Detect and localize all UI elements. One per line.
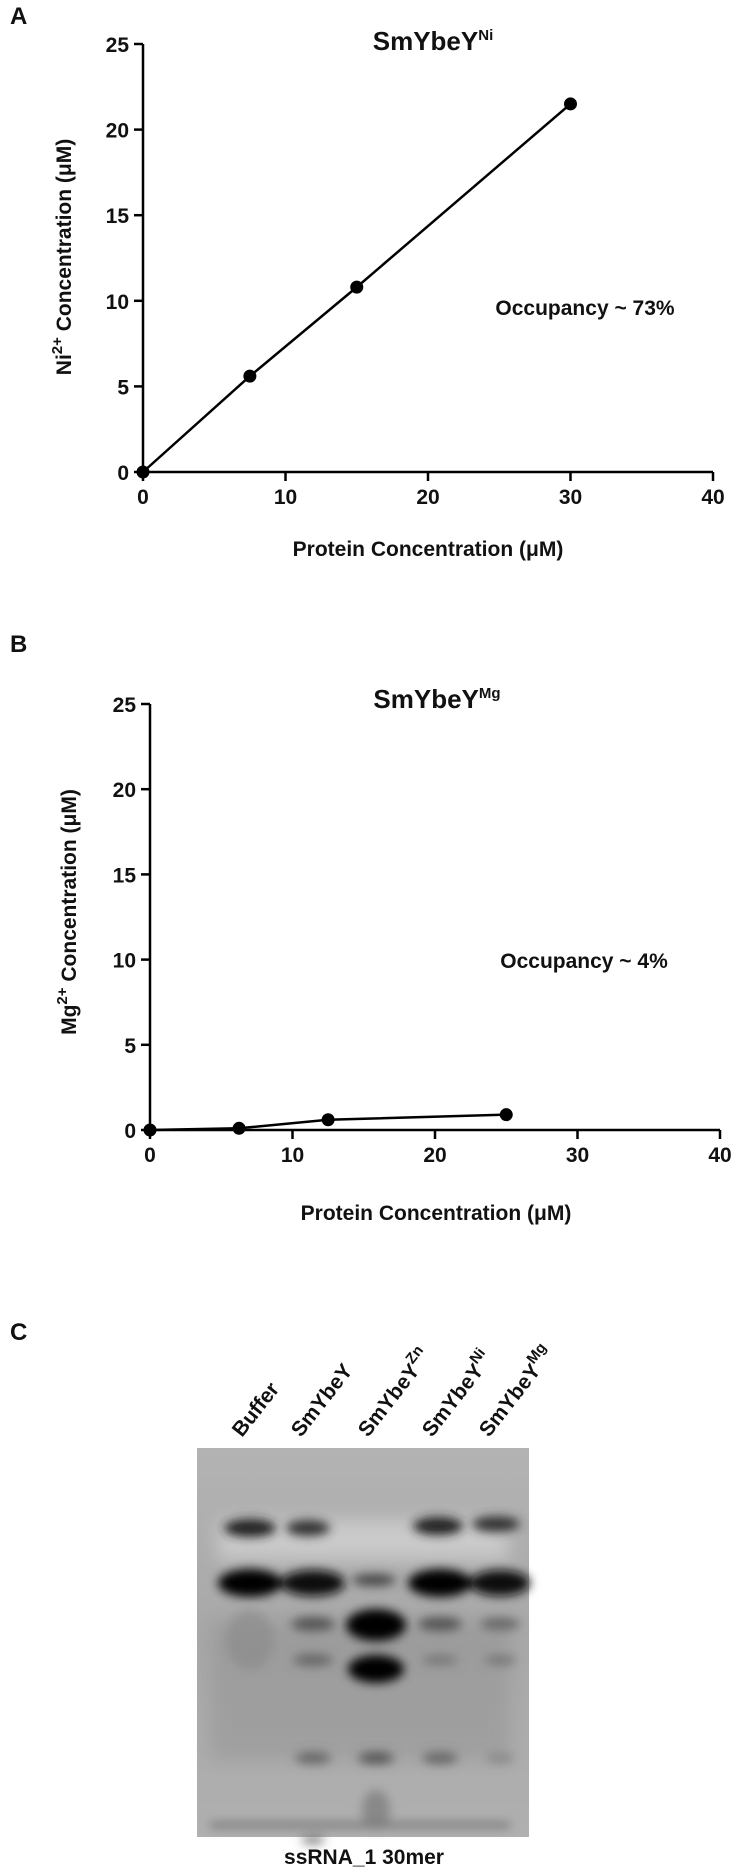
x-tick-label: 30: [566, 1144, 589, 1167]
x-tick-label: 20: [423, 1144, 446, 1167]
y-label-superscript: 2+: [54, 987, 71, 1004]
x-tick-label: 0: [144, 1144, 156, 1167]
y-tick-label: 5: [117, 376, 129, 399]
y-tick-label: 10: [113, 950, 136, 973]
data-point: [143, 1123, 157, 1137]
y-tick-label: 20: [106, 120, 129, 143]
x-tick-label: 40: [701, 486, 724, 509]
annotation: Occupancy ~ 73%: [495, 297, 675, 320]
gel-image: [197, 1448, 530, 1844]
panel-label: A: [10, 3, 27, 30]
title-superscript: Mg: [479, 685, 501, 702]
panel-label: C: [10, 1319, 27, 1346]
y-tick-label: 0: [117, 462, 129, 485]
x-tick-label: 10: [274, 486, 297, 509]
chart-title: SmYbeYNi: [373, 26, 494, 56]
y-tick-label: 25: [113, 694, 137, 717]
lane-label: Buffer: [228, 1378, 284, 1441]
y-label-text: Concentration (μM): [53, 139, 76, 337]
x-tick-label: 30: [559, 486, 582, 509]
lane-label: SmYbeY: [287, 1360, 358, 1441]
y-tick-label: 15: [106, 205, 130, 228]
data-point: [243, 369, 257, 383]
lane-name: Buffer: [228, 1378, 284, 1441]
x-axis-label: Protein Concentration (μM): [293, 538, 564, 561]
y-axis-label: Ni2+ Concentration (μM): [49, 139, 76, 375]
lane-name: SmYbeY: [287, 1360, 358, 1441]
y-tick-label: 20: [113, 779, 136, 802]
data-point: [232, 1121, 246, 1135]
y-label-prefix: Ni: [53, 354, 76, 375]
data-line: [142, 102, 572, 473]
data-point: [350, 280, 364, 294]
data-point: [136, 465, 150, 479]
lane-name: SmYbeY: [354, 1360, 425, 1441]
y-tick-label: 15: [113, 864, 137, 887]
y-tick-label: 10: [106, 291, 129, 314]
x-tick-label: 20: [416, 486, 439, 509]
y-tick-label: 0: [124, 1120, 136, 1143]
x-axis-label: Protein Concentration (μM): [301, 1202, 572, 1225]
title-superscript: Ni: [478, 27, 493, 44]
x-tick-label: 10: [281, 1144, 304, 1167]
data-point: [499, 1108, 513, 1122]
title-text: SmYbeY: [373, 684, 479, 714]
x-tick-label: 0: [137, 486, 149, 509]
y-label-superscript: 2+: [49, 337, 66, 354]
y-tick-label: 25: [106, 34, 130, 57]
x-tick-label: 40: [708, 1144, 731, 1167]
data-point: [564, 97, 577, 111]
annotation: Occupancy ~ 4%: [500, 950, 668, 973]
y-axis-label: Mg2+ Concentration (μM): [54, 789, 81, 1035]
y-label-text: Concentration (μM): [58, 789, 81, 987]
gel-caption: ssRNA_1 30mer: [284, 1846, 444, 1869]
chart-title: SmYbeYMg: [373, 684, 500, 714]
y-tick-label: 5: [124, 1035, 136, 1058]
y-label-prefix: Mg: [58, 1005, 81, 1035]
title-text: SmYbeY: [373, 26, 479, 56]
panel-label: B: [10, 631, 27, 658]
data-point: [321, 1113, 335, 1127]
data-line: [149, 1113, 507, 1132]
